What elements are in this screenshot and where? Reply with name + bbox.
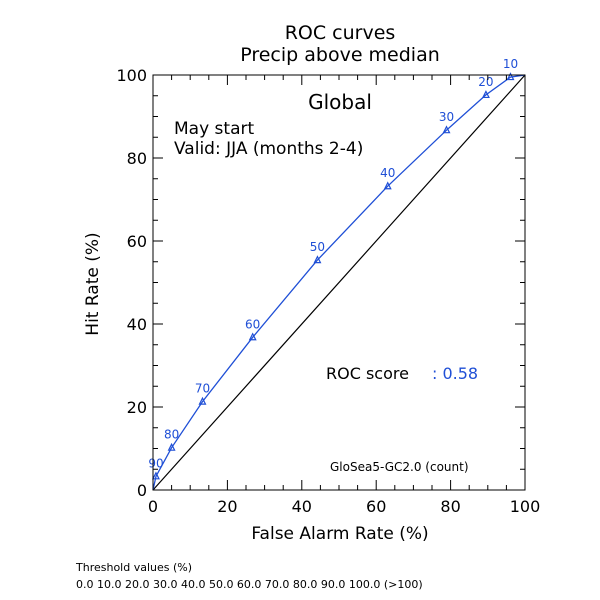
roc-point-label: 10	[503, 57, 518, 71]
x-tick-label: 0	[148, 497, 158, 516]
y-tick-label: 100	[116, 66, 147, 85]
x-axis-label: False Alarm Rate (%)	[251, 524, 428, 544]
roc-point-label: 40	[380, 166, 395, 180]
axes-layer: 0 20 40 60 80 100 0 20 40 60 80 100	[116, 66, 540, 516]
diagonal-layer	[152, 74, 526, 491]
threshold-values: 0.0 10.0 20.0 30.0 40.0 50.0 60.0 70.0 8…	[76, 578, 423, 591]
roc-point-label: 60	[245, 317, 260, 331]
roc-point-marker	[248, 332, 257, 341]
valid-label: Valid: JJA (months 2-4)	[174, 139, 363, 159]
roc-point-marker	[383, 181, 392, 190]
roc-point-label: 50	[310, 240, 325, 254]
model-label: GloSea5-GC2.0 (count)	[330, 460, 469, 474]
chart-title: ROC curves	[285, 22, 396, 44]
roc-point-marker	[313, 255, 322, 264]
roc-point-label: 20	[478, 75, 493, 89]
x-tick-label: 20	[217, 497, 237, 516]
roc-point-label: 80	[164, 428, 179, 442]
y-tick-label: 40	[127, 315, 147, 334]
roc-point-label: 30	[439, 110, 454, 124]
roc-point-label: 70	[195, 382, 210, 396]
roc-point-marker	[506, 72, 515, 81]
roc-score-value: : 0.58	[432, 364, 478, 383]
roc-point-marker	[152, 471, 160, 480]
y-tick-label: 0	[137, 481, 147, 500]
roc-score-label: ROC score	[326, 364, 409, 383]
y-tick-label: 80	[127, 149, 147, 168]
y-tick-label: 20	[127, 398, 147, 417]
roc-point-label: 90	[148, 456, 163, 470]
x-tick-label: 40	[292, 497, 312, 516]
x-tick-label: 80	[440, 497, 460, 516]
start-label: May start	[174, 119, 254, 139]
chart-subtitle: Precip above median	[240, 44, 440, 66]
roc-curve-line	[152, 74, 526, 491]
x-tick-label: 100	[510, 497, 541, 516]
roc-point-marker	[167, 442, 176, 451]
roc-point-marker	[198, 396, 207, 405]
region-label: Global	[308, 90, 372, 114]
no-skill-diagonal	[152, 74, 526, 491]
x-tick-label: 60	[366, 497, 386, 516]
y-axis-label: Hit Rate (%)	[83, 232, 103, 335]
y-tick-label: 60	[127, 232, 147, 251]
roc-point-marker	[481, 90, 490, 99]
threshold-title: Threshold values (%)	[76, 561, 193, 574]
roc-point-marker	[442, 125, 451, 134]
